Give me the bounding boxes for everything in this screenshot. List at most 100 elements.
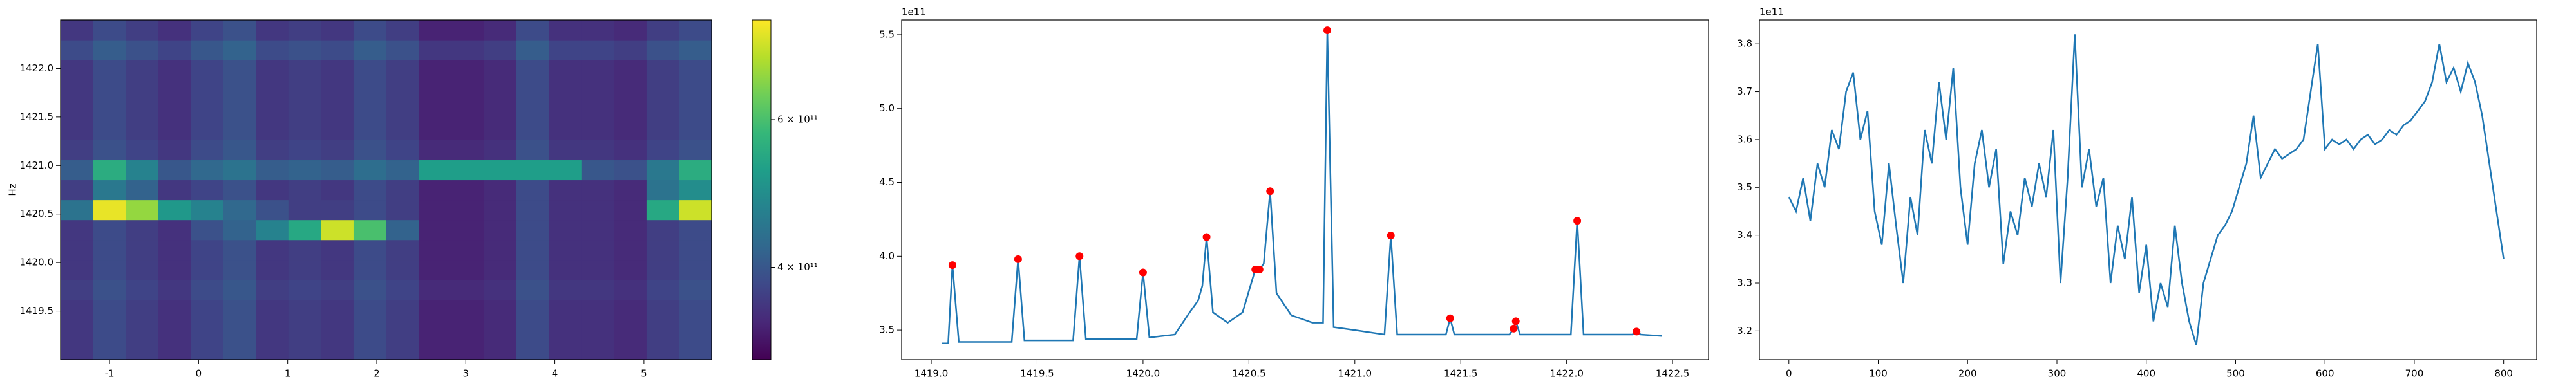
heatmap-cell (353, 100, 387, 120)
heatmap-cell (614, 319, 647, 340)
y-tick-label: 1420.0 (20, 257, 54, 268)
heatmap-cell (549, 259, 582, 280)
heatmap-cell (191, 319, 224, 340)
heatmap-cell (386, 239, 419, 261)
x-tick-label: 1420.5 (1232, 368, 1266, 380)
heatmap-cell (223, 239, 256, 261)
heatmap-cell (386, 40, 419, 60)
heatmap-cell (549, 20, 582, 41)
heatmap-cell (614, 20, 647, 41)
heatmap-cell (223, 259, 256, 280)
x-tick-label: 100 (1869, 368, 1888, 380)
heatmap-cell (451, 239, 484, 261)
heatmap-cell (386, 219, 419, 241)
heatmap-cell (646, 199, 680, 221)
heatmap-cell (223, 140, 256, 161)
heatmap-cell (419, 20, 452, 41)
heatmap-cell (288, 299, 321, 320)
heatmap-cell (93, 199, 126, 221)
y-tick-label: 1419.5 (20, 305, 54, 317)
heatmap-cell (646, 179, 680, 201)
heatmap-cell (158, 259, 191, 280)
peak-marker (1014, 255, 1022, 263)
heatmap-cell (353, 120, 387, 140)
heatmap-cell (516, 199, 549, 221)
x-tick-label: 200 (1958, 368, 1977, 380)
heatmap-cell (158, 319, 191, 340)
heatmap-cell (516, 20, 549, 41)
heatmap-cell (191, 100, 224, 120)
heatmap-cell (321, 100, 354, 120)
heatmap-cell (158, 179, 191, 201)
heatmap-cell (549, 80, 582, 100)
heatmap-cell (679, 239, 712, 261)
heatmap-cell (646, 60, 680, 80)
heatmap-cell (93, 339, 126, 360)
heatmap-cell (126, 100, 159, 120)
y-tick-label: 1422.0 (20, 62, 54, 74)
heatmap-cell (158, 219, 191, 241)
heatmap-cell (353, 179, 387, 201)
heatmap-cell (614, 299, 647, 320)
axes-frame (901, 19, 1709, 360)
heatmap-cell (516, 319, 549, 340)
heatmap-cell (353, 339, 387, 360)
heatmap-cell (353, 20, 387, 41)
y-tick-label: 3.5 (879, 324, 895, 336)
heatmap-cell (126, 199, 159, 221)
heatmap-cell (484, 299, 517, 320)
peak-marker (1387, 232, 1395, 240)
heatmap-cell (679, 279, 712, 300)
heatmap-cell (484, 80, 517, 100)
heatmap-cell (614, 279, 647, 300)
heatmap-cell (451, 140, 484, 161)
heatmap-cell (256, 120, 289, 140)
heatmap-cell (484, 40, 517, 60)
heatmap-cell (353, 199, 387, 221)
peak-marker (948, 261, 956, 270)
heatmap-cell (126, 80, 159, 100)
heatmap-cell (126, 319, 159, 340)
heatmap-cell (61, 60, 94, 80)
peak-marker (1633, 327, 1641, 336)
y-tick-label: 3.4 (1737, 229, 1752, 241)
heatmap-cell (223, 20, 256, 41)
y-tick-label: 1420.5 (20, 208, 54, 219)
peak-marker (1075, 252, 1084, 261)
heatmap-cell (223, 179, 256, 201)
heatmap-cell (61, 279, 94, 300)
heatmap-cell (581, 259, 614, 280)
heatmap-cell (549, 319, 582, 340)
heatmap-cell (516, 80, 549, 100)
heatmap-cell (614, 160, 647, 181)
heatmap-cell (581, 339, 614, 360)
y-tick-label: 3.6 (1737, 133, 1752, 145)
heatmap-cell (93, 239, 126, 261)
heatmap-cell (288, 100, 321, 120)
heatmap-cell (223, 100, 256, 120)
heatmap-cell (451, 20, 484, 41)
heatmap-cell (646, 160, 680, 181)
heatmap-cell (419, 160, 452, 181)
heatmap-cell (321, 239, 354, 261)
heatmap-cell (256, 219, 289, 241)
heatmap-cell (256, 239, 289, 261)
heatmap-cell (484, 60, 517, 80)
heatmap-cell (516, 160, 549, 181)
heatmap-cell (353, 219, 387, 241)
heatmap-cell (93, 140, 126, 161)
heatmap-cell (614, 219, 647, 241)
heatmap-cell (581, 219, 614, 241)
y-tick-label: 3.2 (1737, 325, 1752, 336)
heatmap-cell (321, 20, 354, 41)
heatmap-cell (223, 299, 256, 320)
heatmap-cell (158, 80, 191, 100)
heatmap-cell (158, 120, 191, 140)
heatmap-cell (386, 80, 419, 100)
y-axis-label: Hz (7, 183, 19, 196)
y-tick-label: 1421.5 (20, 111, 54, 122)
heatmap-cell (419, 339, 452, 360)
heatmap-cell (158, 279, 191, 300)
heatmap-cell (288, 60, 321, 80)
heatmap-cell (484, 259, 517, 280)
